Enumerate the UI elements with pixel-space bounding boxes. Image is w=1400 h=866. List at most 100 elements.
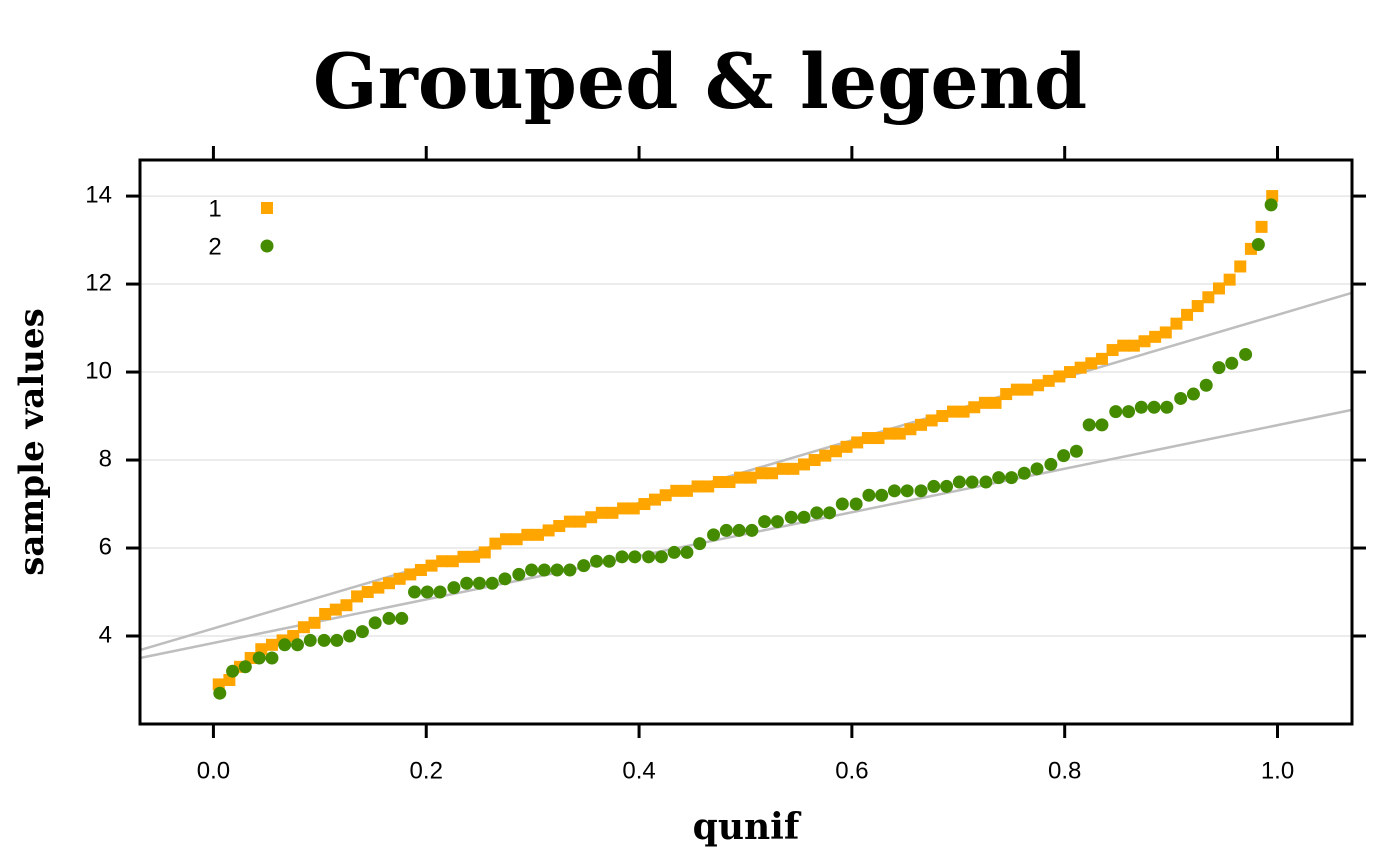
- point: [957, 405, 970, 418]
- point: [265, 651, 279, 665]
- point: [589, 554, 603, 568]
- legend-label: 1: [208, 195, 221, 222]
- point: [649, 493, 662, 506]
- point: [615, 550, 629, 564]
- y-tick-label: 12: [85, 269, 112, 296]
- legend-marker: [261, 202, 273, 214]
- point: [1017, 466, 1031, 480]
- point: [992, 471, 1006, 485]
- point: [340, 599, 353, 612]
- point: [602, 554, 616, 568]
- point: [691, 480, 704, 493]
- point: [278, 638, 292, 652]
- point: [308, 616, 321, 629]
- point: [1138, 335, 1151, 348]
- point: [498, 572, 512, 586]
- point: [414, 564, 427, 577]
- point: [563, 563, 577, 577]
- point: [433, 585, 447, 599]
- point: [525, 563, 539, 577]
- point: [510, 533, 523, 546]
- point: [628, 550, 642, 564]
- point: [1122, 405, 1136, 419]
- point: [707, 528, 721, 542]
- point: [404, 568, 417, 581]
- point: [585, 511, 598, 524]
- point: [372, 581, 385, 594]
- point: [1064, 366, 1077, 379]
- x-tick-label: 0.2: [410, 757, 443, 784]
- point: [1085, 357, 1098, 370]
- point: [755, 467, 768, 480]
- point: [1160, 400, 1174, 414]
- point: [861, 432, 874, 445]
- point: [654, 550, 668, 564]
- point: [436, 555, 449, 568]
- point: [1186, 387, 1200, 401]
- point: [849, 497, 863, 511]
- point: [915, 418, 928, 431]
- point: [914, 484, 928, 498]
- point: [563, 515, 576, 528]
- point: [213, 686, 227, 700]
- point: [460, 576, 474, 590]
- y-tick-label: 10: [85, 357, 112, 384]
- point: [823, 506, 837, 520]
- point: [989, 396, 1002, 409]
- point: [893, 427, 906, 440]
- point: [472, 576, 486, 590]
- point: [1134, 400, 1148, 414]
- point: [1212, 361, 1226, 375]
- point: [489, 537, 502, 550]
- point: [965, 475, 979, 489]
- point: [797, 458, 810, 471]
- point: [343, 629, 357, 643]
- point: [875, 488, 889, 502]
- point: [1170, 317, 1183, 330]
- point: [862, 488, 876, 502]
- point: [712, 476, 725, 489]
- reference-line: [139, 291, 1353, 652]
- point: [393, 572, 406, 585]
- point: [595, 506, 608, 519]
- point: [810, 506, 824, 520]
- point: [1149, 330, 1162, 343]
- point: [550, 563, 564, 577]
- point: [617, 502, 630, 515]
- x-tick-label: 0.0: [197, 757, 230, 784]
- point: [1199, 378, 1213, 392]
- y-tick-label: 4: [99, 621, 112, 648]
- point: [351, 590, 364, 603]
- point: [952, 475, 966, 489]
- point: [226, 664, 240, 678]
- point: [840, 440, 853, 453]
- point: [468, 550, 481, 563]
- x-tick-label: 0.8: [1048, 757, 1081, 784]
- point: [819, 449, 832, 462]
- point: [1082, 418, 1096, 432]
- x-tick-label: 0.6: [835, 757, 868, 784]
- point: [1000, 388, 1013, 401]
- point: [904, 423, 917, 436]
- point: [290, 638, 304, 652]
- point: [744, 471, 757, 484]
- point: [1174, 391, 1188, 405]
- point: [1010, 383, 1023, 396]
- point: [252, 651, 266, 665]
- point: [968, 401, 981, 414]
- point: [1109, 405, 1123, 419]
- point: [927, 479, 941, 493]
- point: [1159, 326, 1172, 339]
- point: [361, 586, 374, 599]
- point: [425, 559, 438, 572]
- point: [829, 445, 842, 458]
- point: [577, 559, 591, 573]
- point: [734, 471, 747, 484]
- point: [1030, 462, 1044, 476]
- point: [265, 638, 278, 651]
- point: [1223, 273, 1236, 286]
- point: [787, 462, 800, 475]
- point: [758, 515, 772, 529]
- point: [667, 545, 681, 559]
